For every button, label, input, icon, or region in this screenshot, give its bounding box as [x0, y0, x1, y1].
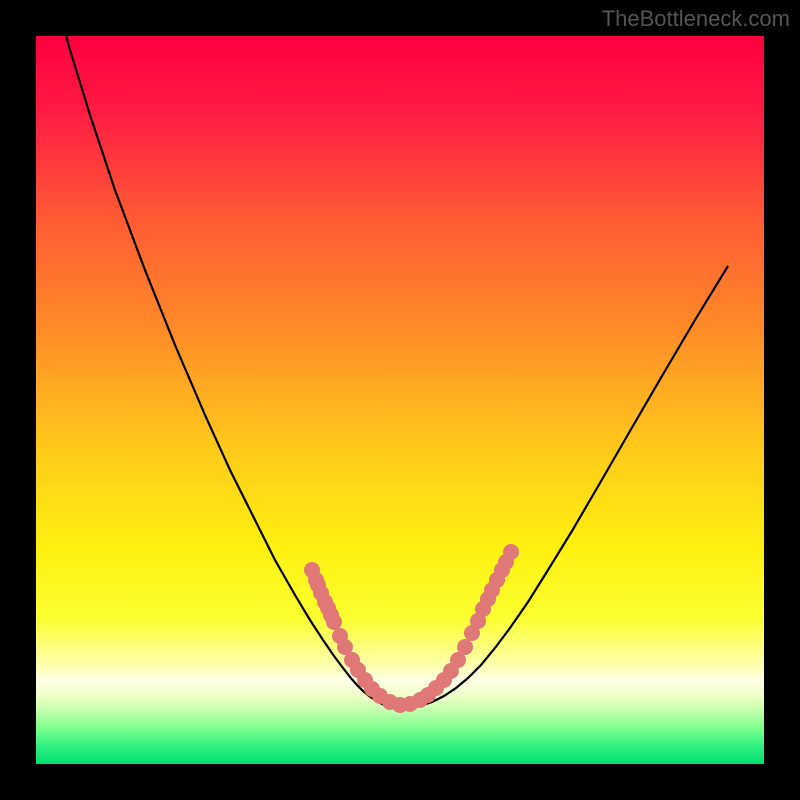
- bottleneck-curve-left: [56, 36, 400, 709]
- curve-layer: [36, 36, 764, 764]
- scatter-dots: [304, 544, 519, 713]
- scatter-dot: [326, 614, 342, 630]
- scatter-dot: [503, 544, 519, 560]
- scatter-dot: [457, 639, 473, 655]
- plot-area: [36, 36, 764, 764]
- bottleneck-curve-right: [400, 266, 728, 709]
- watermark-text: TheBottleneck.com: [602, 6, 790, 32]
